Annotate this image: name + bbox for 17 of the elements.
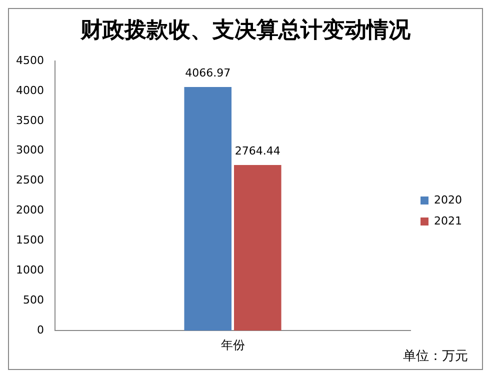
chart-title: 财政拨款收、支决算总计变动情况 — [80, 16, 412, 45]
y-tick-label: 500 — [22, 294, 44, 307]
legend-label: 2021 — [434, 214, 462, 228]
y-tick-label: 3000 — [16, 144, 44, 157]
data-label: 2764.44 — [234, 144, 280, 158]
y-tick-label: 2000 — [16, 204, 44, 217]
y-tick-label: 3500 — [16, 114, 44, 127]
y-tick-label: 2500 — [16, 174, 44, 187]
legend-label: 2020 — [434, 193, 462, 206]
text: 单位：万元 — [403, 348, 468, 365]
y-tick-label: 1500 — [16, 234, 44, 247]
y-tick-label: 4000 — [16, 84, 44, 97]
y-tick-label: 0 — [36, 323, 44, 336]
y-tick-label: 4500 — [16, 54, 44, 67]
y-tick-label: 1000 — [16, 264, 44, 277]
data-label: 4066.97 — [185, 66, 231, 80]
x-tick-label: 年份 — [220, 338, 245, 352]
